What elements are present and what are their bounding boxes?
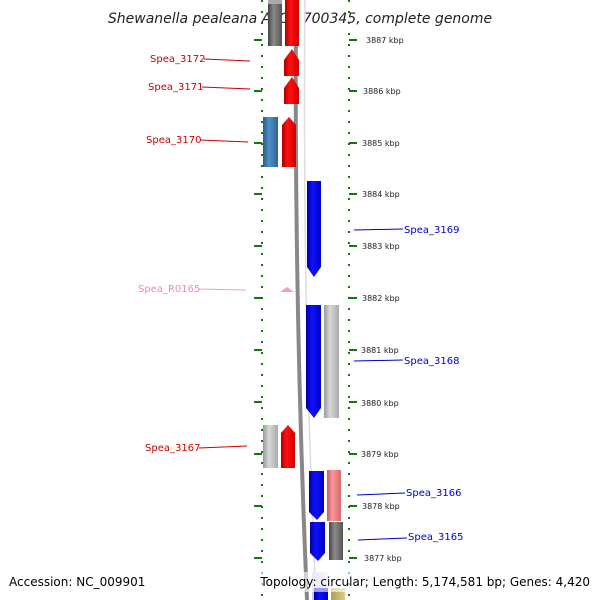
gene-label-spear0165[interactable]: Spea_R0165	[138, 284, 200, 295]
footer-right-bg	[256, 572, 600, 592]
kbp-tick-labels: 3887 kbp 3886 kbp 3885 kbp 3884 kbp 3883…	[361, 36, 404, 563]
gene-arrow-spea3172[interactable]	[284, 49, 299, 76]
backbone-inner	[303, 0, 317, 600]
gene-feature-salmon-spea3166[interactable]	[327, 470, 341, 521]
topology-text: Topology: circular; Length: 5,174,581 bp…	[259, 575, 590, 589]
gene-arrow-spea3171[interactable]	[284, 77, 299, 104]
tick-label: 3879 kbp	[361, 450, 399, 459]
tick-label: 3885 kbp	[362, 139, 400, 148]
gene-label-spea3172[interactable]: Spea_3172	[150, 54, 205, 65]
tick-label: 3887 kbp	[366, 36, 404, 45]
gene-feature-dark-top[interactable]	[268, 0, 282, 46]
gene-label-spea3171[interactable]: Spea_3171	[148, 82, 203, 93]
gene-label-spea3170[interactable]: Spea_3170	[146, 135, 201, 146]
left-tick-marks	[254, 39, 262, 559]
gene-feature-gray-spea3167[interactable]	[263, 425, 278, 468]
gene-arrow-spear0165[interactable]	[280, 287, 294, 292]
map-title: Shewanella pealeana ATCC 700345, complet…	[108, 11, 492, 27]
tick-label: 3886 kbp	[363, 87, 401, 96]
gene-label-spea3165[interactable]: Spea_3165	[408, 532, 463, 543]
gene-arrow-spea3167[interactable]	[281, 425, 295, 468]
tick-label: 3877 kbp	[364, 554, 402, 563]
gene-feature-dark-spea3165[interactable]	[329, 522, 343, 560]
gene-arrow-spea3170[interactable]	[282, 117, 296, 167]
tick-label: 3881 kbp	[361, 346, 399, 355]
gene-label-spea3166[interactable]: Spea_3166	[406, 488, 461, 499]
right-tick-marks	[349, 39, 357, 559]
gene-feature-red-top[interactable]	[285, 0, 299, 46]
tick-label: 3882 kbp	[362, 294, 400, 303]
footer-left-bg	[0, 572, 160, 592]
tick-label: 3880 kbp	[361, 399, 399, 408]
gene-label-spea3167[interactable]: Spea_3167	[145, 443, 200, 454]
gene-arrow-spea3169[interactable]	[307, 181, 321, 277]
gene-label-spea3168[interactable]: Spea_3168	[404, 356, 459, 367]
accession-text: Accession: NC_009901	[9, 575, 145, 589]
label-leader-lines	[197, 58, 408, 541]
tick-label: 3883 kbp	[362, 242, 400, 251]
gene-feature-steel-spea3170[interactable]	[263, 117, 278, 167]
gene-arrow-spea3168[interactable]	[306, 305, 321, 418]
gene-feature-gray-spea3168[interactable]	[324, 305, 339, 418]
tick-label: 3884 kbp	[362, 190, 400, 199]
tick-label: 3878 kbp	[362, 502, 400, 511]
gene-arrow-spea3165[interactable]	[310, 522, 325, 561]
gene-feature-dark-top-cap[interactable]	[268, 0, 282, 4]
gene-arrow-spea3166[interactable]	[309, 471, 324, 520]
gene-label-spea3169[interactable]: Spea_3169	[404, 225, 459, 236]
